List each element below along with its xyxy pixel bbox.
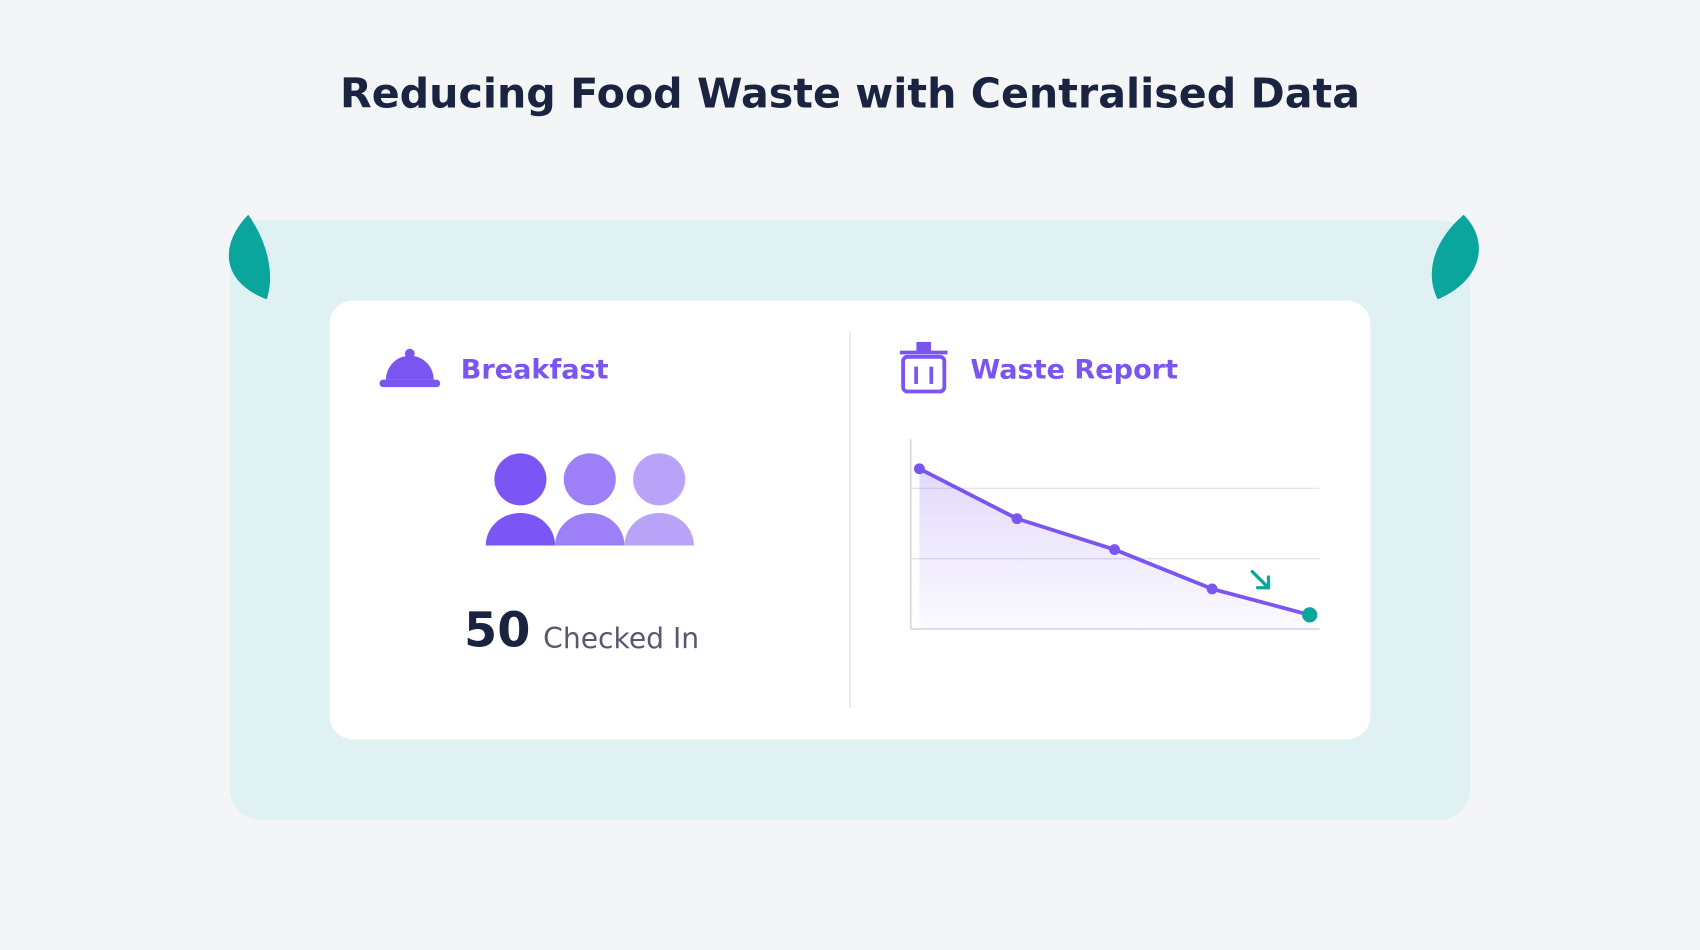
point <box>1302 607 1318 623</box>
point <box>1206 583 1218 595</box>
waste-chart <box>909 439 1320 630</box>
breakfast-title: Breakfast <box>461 354 609 385</box>
waste-report-title: Waste Report <box>970 354 1178 385</box>
checked-in-count: 50 <box>464 603 530 658</box>
page-title: Reducing Food Waste with Centralised Dat… <box>340 70 1360 118</box>
leaf <box>228 214 271 300</box>
leaf <box>1431 214 1479 300</box>
cloche-icon <box>379 348 441 388</box>
point <box>1109 544 1120 555</box>
point <box>1011 513 1023 525</box>
checked-in-label: Checked In <box>543 622 699 655</box>
trend-arrow <box>1250 569 1271 590</box>
trash-icon <box>899 341 948 394</box>
people-icon <box>485 453 694 546</box>
point <box>913 463 925 475</box>
